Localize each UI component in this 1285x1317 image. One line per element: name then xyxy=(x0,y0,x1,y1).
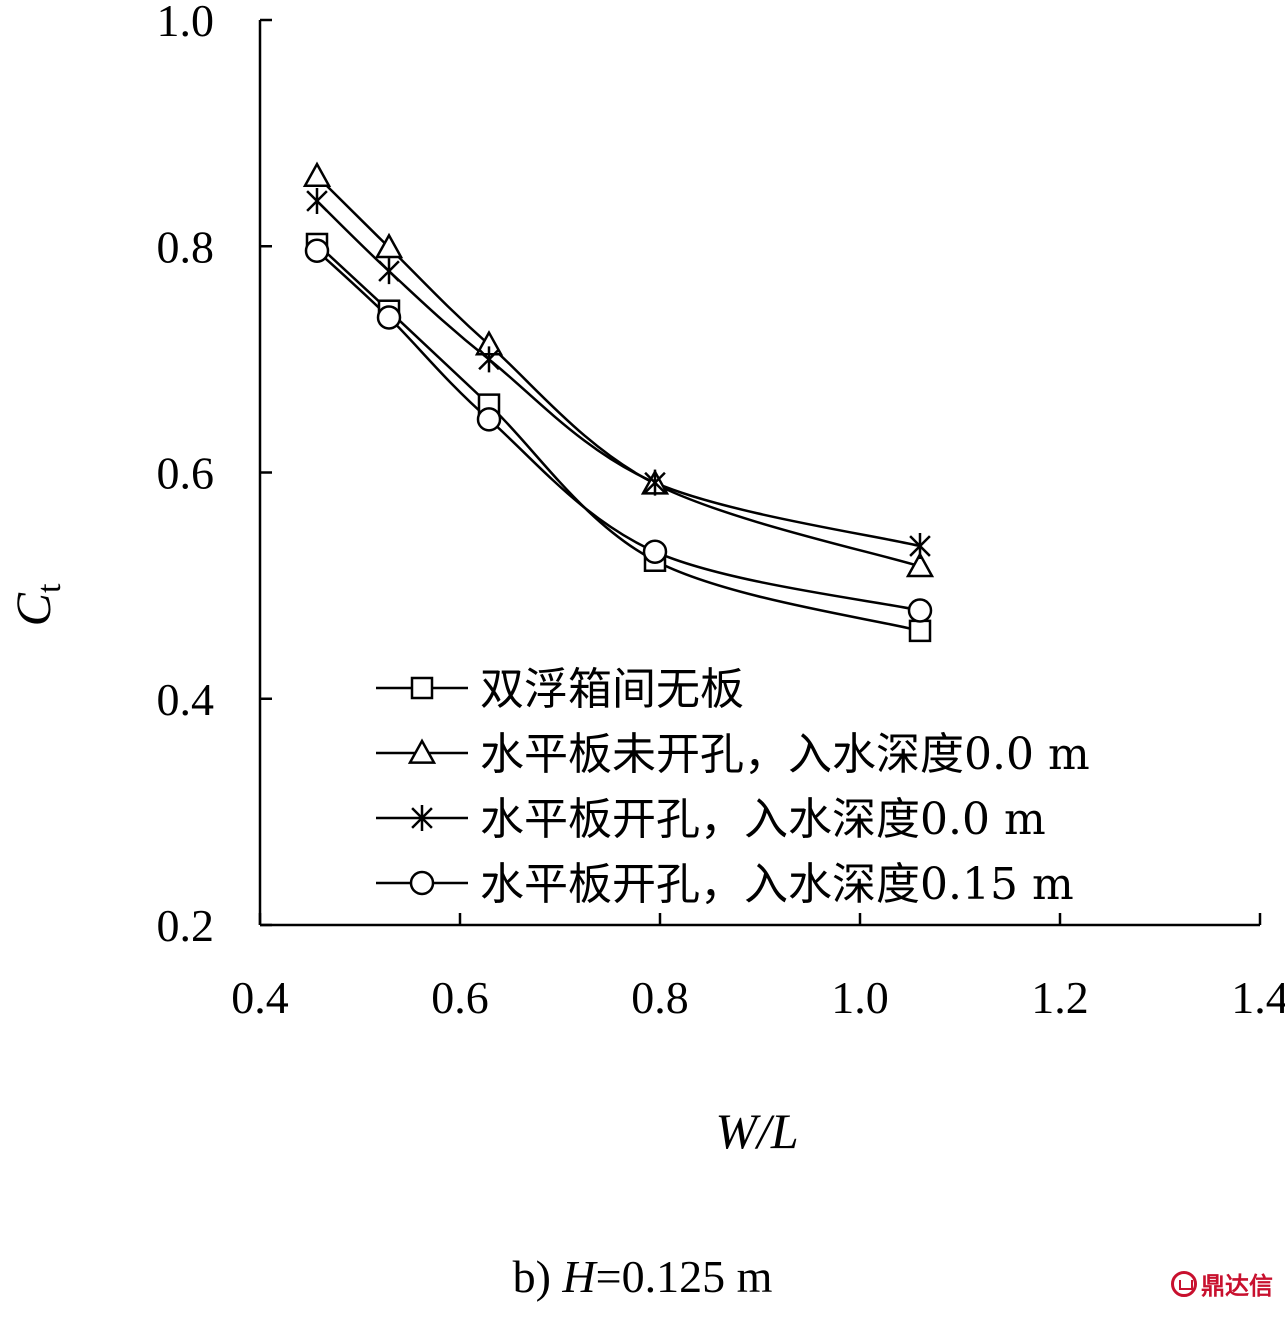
legend-label: 水平板开孔，入水深度0.15 m xyxy=(480,859,1074,910)
y-axis-title-sub: t xyxy=(31,583,68,593)
series-line-3 xyxy=(316,200,921,548)
watermark: 鼎达信 xyxy=(1171,1266,1273,1301)
x-axis-title: W/L xyxy=(715,1103,798,1159)
data-point-asterisk xyxy=(378,258,400,285)
caption-label: b) xyxy=(512,1251,563,1302)
data-point-circle xyxy=(642,539,668,564)
data-point-circle xyxy=(376,305,402,330)
legend-marker-asterisk xyxy=(411,805,433,831)
data-point-asterisk xyxy=(306,188,328,214)
series-line-1 xyxy=(316,243,921,633)
legend-marker-triangle xyxy=(407,738,437,764)
axes: 0.4 0.6 0.8 1.0 1.2 1.4 0.2 0.4 0.6 0.8 1.0 xyxy=(157,0,1285,1023)
caption-value: =0.125 m xyxy=(595,1251,773,1302)
watermark-logo-icon xyxy=(1171,1270,1197,1297)
watermark-text: 鼎达信 xyxy=(1201,1272,1273,1300)
x-tick-label: 1.4 xyxy=(1231,972,1285,1023)
series-line-2 xyxy=(316,175,921,568)
legend-marker-square xyxy=(410,676,434,700)
x-tick-label: 0.4 xyxy=(231,972,289,1023)
y-axis-title: Ct xyxy=(5,583,68,626)
line-chart: 0.4 0.6 0.8 1.0 1.2 1.4 0.2 0.4 0.6 0.8 1.0 双浮箱间无板… xyxy=(5,0,1285,1159)
legend-marker-circle xyxy=(409,870,435,896)
data-point-triangle xyxy=(905,551,935,578)
x-tick-label: 1.0 xyxy=(831,972,889,1023)
legend-label: 水平板开孔，入水深度0.0 m xyxy=(480,794,1046,845)
data-point-asterisk xyxy=(478,346,500,373)
y-tick-label: 0.6 xyxy=(157,448,215,499)
y-tick-label: 0.4 xyxy=(157,674,215,725)
data-point-asterisk xyxy=(909,533,931,560)
y-tick-label: 1.0 xyxy=(157,0,215,46)
y-tick-label: 0.2 xyxy=(157,900,215,951)
data-point-triangle xyxy=(374,232,404,259)
x-tick-label: 0.8 xyxy=(631,972,689,1023)
data-point-square xyxy=(908,619,932,643)
data-point-circle xyxy=(476,407,502,432)
series-markers xyxy=(302,161,935,643)
legend-label: 水平板未开孔，入水深度0.0 m xyxy=(480,729,1090,780)
data-point-asterisk xyxy=(644,469,666,496)
caption-variable: H xyxy=(562,1251,596,1302)
data-point-triangle xyxy=(302,161,332,187)
series-lines xyxy=(316,175,921,633)
figure-caption: b) H=0.125 m xyxy=(0,1250,1285,1303)
data-point-circle xyxy=(304,238,330,264)
series-line-4 xyxy=(316,249,921,612)
x-tick-label: 1.2 xyxy=(1031,972,1089,1023)
x-tick-label: 0.6 xyxy=(431,972,489,1023)
legend-label: 双浮箱间无板 xyxy=(480,664,744,715)
data-point-circle xyxy=(907,598,933,623)
y-tick-label: 0.8 xyxy=(157,221,215,272)
y-axis-title-main: C xyxy=(5,592,61,626)
